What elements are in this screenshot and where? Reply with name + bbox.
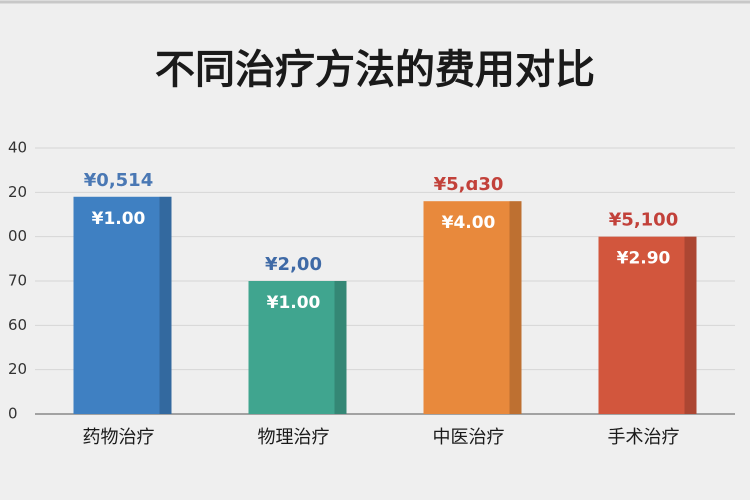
bar-side (334, 281, 347, 414)
chart-title: 不同治疗方法的费用对比 (155, 47, 595, 93)
bar (423, 201, 522, 414)
y-tick-label: 40 (8, 139, 27, 157)
bar-top-label: ¥0,514 (84, 170, 153, 191)
bar (248, 281, 347, 414)
bar-inner-label: ¥1.00 (92, 209, 146, 229)
y-tick-label: 20 (8, 360, 27, 378)
bar-side (684, 236, 697, 414)
bar (598, 236, 697, 414)
x-tick-label: 药物治疗 (83, 427, 155, 448)
x-tick-label: 手术治疗 (608, 427, 680, 448)
y-tick-label: 00 (8, 227, 27, 245)
bar-side (159, 196, 172, 414)
x-tick-label: 物理治疗 (258, 427, 330, 448)
bar-top-label: ¥5,100 (609, 210, 678, 231)
y-tick-label: 60 (8, 316, 27, 334)
bar-inner-label: ¥1.00 (267, 293, 321, 313)
bar-top-label: ¥2,00 (265, 254, 322, 275)
y-tick-label: 20 (8, 183, 27, 201)
bar-side (509, 201, 522, 414)
bar (73, 196, 172, 414)
bar-inner-label: ¥2.90 (617, 249, 671, 269)
y-tick-label: 0 (8, 405, 18, 423)
y-tick-label: 70 (8, 272, 27, 290)
bar-inner-label: ¥4.00 (442, 213, 496, 233)
x-tick-label: 中医治疗 (433, 427, 505, 448)
bar-top-label: ¥5,ɑ30 (434, 174, 504, 195)
